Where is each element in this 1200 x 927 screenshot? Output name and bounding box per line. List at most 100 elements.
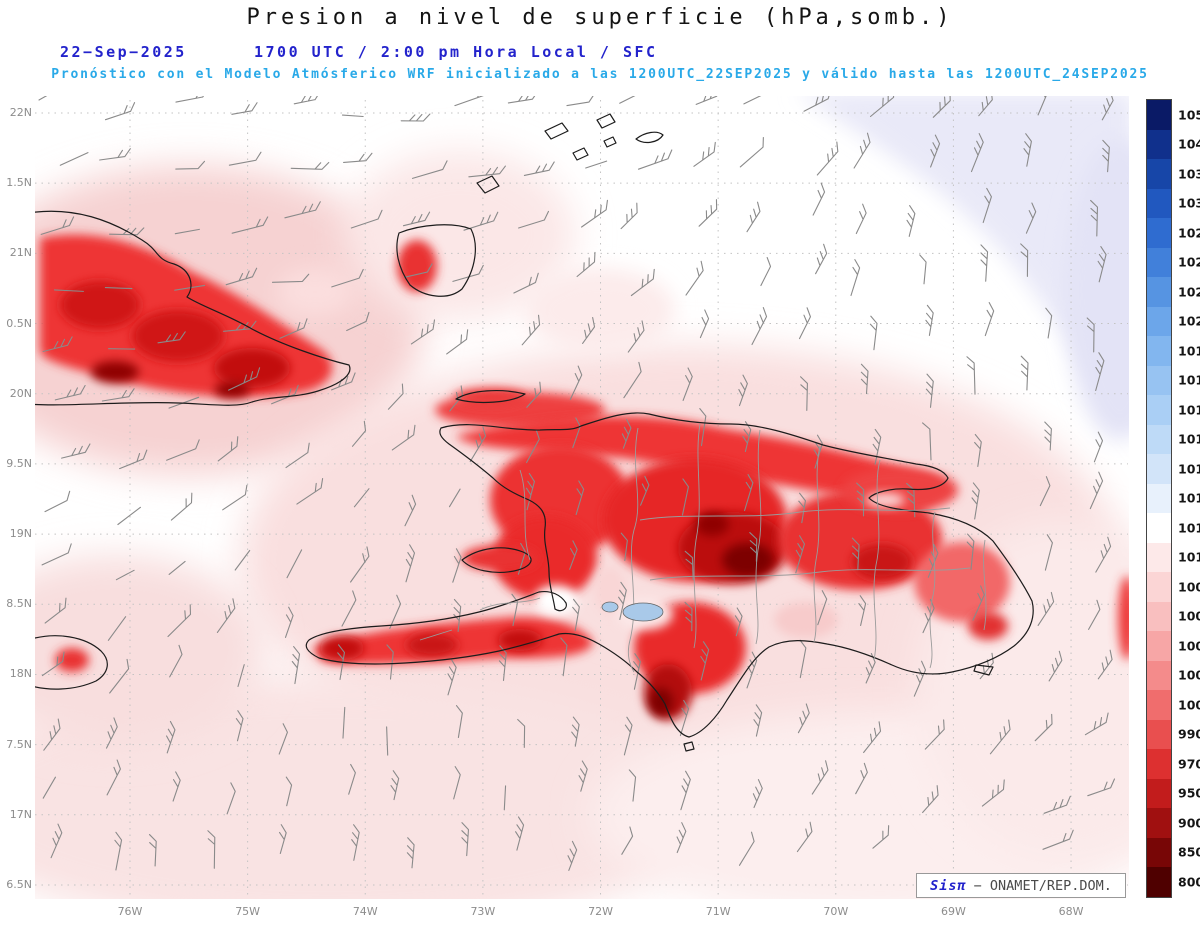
wind-barb — [341, 114, 364, 118]
wind-barb — [99, 148, 131, 161]
wind-barb — [279, 318, 308, 339]
wind-barb — [627, 320, 645, 353]
wind-barb — [53, 289, 84, 292]
wind-barb — [744, 474, 754, 512]
credit-org: − ONAMET/REP.DOM. — [973, 877, 1112, 894]
wind-barb — [452, 548, 462, 583]
wind-barb — [872, 428, 882, 465]
wind-barb — [630, 268, 655, 297]
wind-barb — [1025, 202, 1037, 234]
wind-barb — [1095, 536, 1112, 573]
wind-barb — [1101, 96, 1114, 121]
wind-barb — [567, 840, 578, 871]
wind-barb — [386, 726, 389, 756]
wind-barb — [446, 329, 469, 355]
wind-barb — [293, 96, 321, 105]
colorbar-value: 800 — [1178, 874, 1200, 890]
colorbar: 1050 1040 1035 1030 1028 1025 1022 1020 1019 1018… — [1146, 99, 1200, 898]
wind-barb — [50, 823, 63, 859]
colorbar-value: 1002 — [1178, 667, 1200, 683]
wind-barb — [331, 372, 356, 391]
wind-barb — [795, 535, 806, 574]
wind-barb — [1045, 307, 1053, 339]
wind-barb — [1090, 199, 1099, 237]
wind-barb — [167, 604, 192, 638]
wind-barb — [919, 254, 927, 285]
colorbar-value: 1022 — [1178, 284, 1200, 300]
colorbar-value: 1030 — [1178, 195, 1200, 211]
wind-barb — [109, 227, 145, 236]
wind-barb — [104, 102, 136, 121]
wind-barb — [1102, 139, 1110, 173]
wind-barb — [633, 653, 641, 690]
hispaniola-coastline — [305, 412, 1034, 738]
lake-enriquillo — [622, 602, 664, 622]
colorbar-value: 1028 — [1178, 225, 1200, 241]
colorbar-value: 900 — [1178, 815, 1200, 831]
wind-barb — [343, 152, 373, 163]
colorbar-cell: 1030 — [1147, 188, 1200, 218]
wind-barb — [922, 422, 932, 461]
colorbar-cell: 950 — [1147, 778, 1200, 808]
credit-badge: Sisπ − ONAMET/REP.DOM. — [916, 873, 1126, 898]
wind-barb — [855, 203, 867, 235]
wind-barb — [799, 639, 807, 679]
colorbar-cell: 990 — [1147, 719, 1200, 749]
wind-barb — [856, 482, 865, 517]
wind-barb — [681, 478, 689, 516]
wind-barb — [217, 436, 239, 462]
wind-barb — [285, 776, 293, 807]
wind-barb — [503, 785, 507, 811]
wind-barb — [980, 244, 989, 282]
wind-barb — [981, 779, 1005, 807]
wind-barb — [855, 762, 868, 795]
wind-barb — [858, 595, 867, 627]
wind-barb — [1042, 829, 1074, 850]
wind-barb — [1037, 96, 1049, 116]
wind-barb — [390, 770, 400, 801]
wind-barb — [353, 488, 370, 508]
wind-barb — [284, 201, 321, 219]
coastlines — [35, 113, 1034, 752]
wind-barb — [296, 477, 324, 505]
wind-barb — [104, 287, 133, 290]
wind-barb — [684, 550, 694, 581]
wind-barb — [966, 533, 975, 570]
wind-barb — [225, 267, 258, 286]
wind-barb — [1089, 471, 1104, 510]
colorbar-value: 1017 — [1178, 402, 1200, 418]
colorbar-value: 1040 — [1178, 136, 1200, 152]
wind-barb — [869, 315, 878, 351]
wind-barb — [966, 356, 976, 395]
wind-barb — [391, 424, 416, 451]
colorbar-value: 1012 — [1178, 520, 1200, 536]
wind-barb — [453, 598, 462, 632]
wind-barb — [448, 488, 461, 508]
wind-barb — [526, 381, 542, 408]
wind-barb — [157, 331, 186, 344]
wind-barb — [974, 433, 982, 467]
wind-barb — [115, 569, 135, 581]
colorbar-cell: 1018 — [1147, 365, 1200, 395]
wind-barb — [1043, 795, 1071, 814]
wind-barb — [640, 475, 650, 506]
wind-barb — [331, 268, 364, 288]
wind-barb — [463, 211, 499, 231]
wind-barb — [169, 644, 183, 678]
wind-barb — [404, 494, 417, 527]
wind-barb — [680, 770, 691, 811]
wind-barb — [341, 590, 357, 627]
wind-barb — [172, 771, 181, 802]
pressure-shading-low — [40, 234, 1129, 720]
wind-barb — [228, 367, 261, 391]
wind-barb — [738, 831, 755, 866]
wind-barb — [346, 311, 370, 332]
wind-barb — [1093, 431, 1104, 463]
wind-barb — [148, 834, 157, 867]
wind-barb — [105, 717, 118, 749]
wind-barb — [175, 96, 209, 103]
wind-barb — [1020, 355, 1029, 391]
wind-barb — [1039, 476, 1051, 507]
wind-barb — [685, 260, 704, 296]
wind-barb — [107, 616, 127, 641]
